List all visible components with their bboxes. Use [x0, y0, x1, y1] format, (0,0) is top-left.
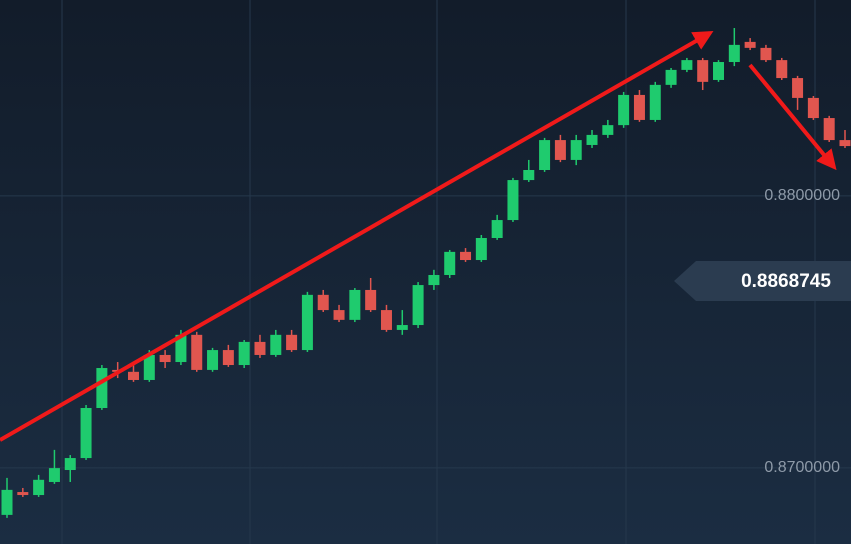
candle-body — [428, 274, 440, 286]
candle-body — [17, 492, 29, 496]
candle-body — [254, 341, 266, 355]
vertical-grid — [61, 0, 816, 544]
candle-body — [222, 350, 234, 366]
candle-body — [554, 140, 566, 160]
candle-body — [159, 354, 171, 363]
candle-body — [207, 350, 219, 370]
candle-body — [365, 289, 377, 311]
candle-body — [238, 341, 250, 366]
candle-body — [333, 310, 345, 320]
candle-body — [48, 468, 60, 482]
candle-body — [33, 479, 45, 496]
price-tag-shape — [674, 261, 851, 301]
trend-arrow-up — [0, 31, 714, 442]
candle-body — [349, 289, 361, 320]
candle-body — [807, 97, 819, 119]
candle-body — [539, 140, 551, 170]
candle-body — [286, 334, 298, 351]
price-tag: 0.8868745 — [674, 261, 851, 301]
candle-body — [460, 251, 472, 261]
candle-body — [96, 368, 108, 408]
y-tick-label: 0.8700000 — [764, 459, 840, 476]
candle-body — [412, 285, 424, 326]
candle-body — [649, 84, 661, 120]
candle-body — [64, 458, 76, 471]
tick-labels: 0.8700000 0.8800000 — [764, 187, 840, 476]
candle-body — [633, 94, 645, 120]
candle-body — [444, 251, 456, 275]
candle-body — [80, 408, 92, 459]
candle-body — [523, 170, 535, 181]
candle-body — [586, 134, 598, 145]
candle-body — [728, 44, 740, 63]
y-tick-label: 0.8800000 — [764, 187, 840, 204]
candle-body — [713, 62, 725, 80]
candle-body — [143, 354, 155, 380]
candles — [1, 28, 851, 518]
candle-body — [618, 94, 630, 126]
candle-body — [776, 60, 788, 79]
candle-body — [127, 371, 139, 380]
candle-body — [475, 238, 487, 261]
candle-body — [744, 41, 756, 48]
candle-body — [792, 78, 804, 98]
candle-body — [839, 140, 851, 147]
candle-body — [380, 310, 392, 330]
candle-body — [270, 334, 282, 355]
candle-body — [697, 60, 709, 82]
candle-body — [317, 294, 329, 311]
candle-body — [760, 47, 772, 61]
candle-body — [301, 294, 313, 351]
candle-body — [396, 325, 408, 330]
trend-arrow-down — [748, 63, 837, 171]
candle-body — [665, 69, 677, 85]
candle-body — [681, 60, 693, 70]
candle-body — [1, 489, 13, 515]
candle-body — [570, 140, 582, 160]
candle-body — [507, 180, 519, 221]
candle-body — [191, 334, 203, 370]
candle-body — [602, 125, 614, 135]
candle-body — [175, 334, 187, 363]
candle-body — [823, 118, 835, 141]
current-price: 0.8868745 — [741, 271, 831, 292]
candle-body — [491, 220, 503, 238]
